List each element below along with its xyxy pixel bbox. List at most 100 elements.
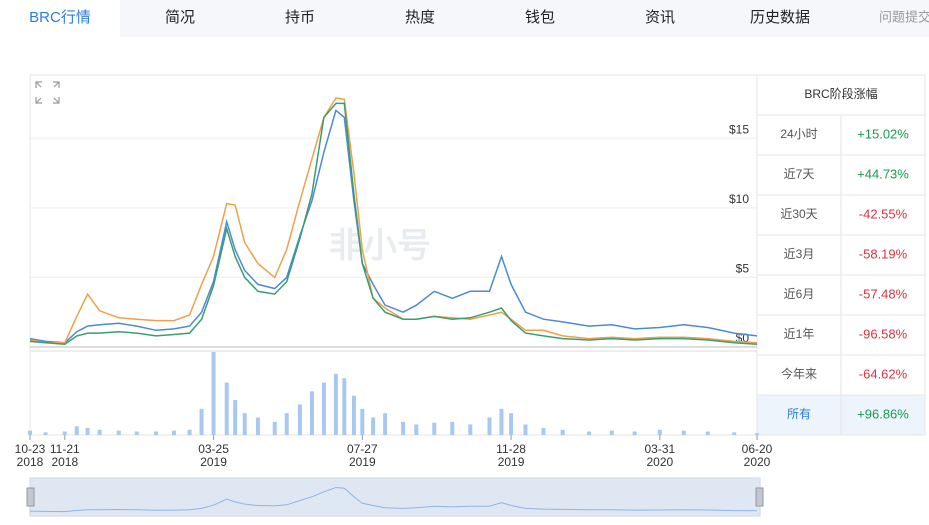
change-value: +15.02% (857, 126, 909, 141)
change-value: -64.62% (859, 366, 908, 381)
volume-bar (309, 391, 314, 435)
volume-bar (632, 431, 637, 435)
volume-bar (487, 417, 492, 435)
x-tick-label: 03-25 (198, 442, 229, 456)
period-label: 近3月 (784, 247, 815, 261)
volume-bar (211, 352, 216, 435)
tab[interactable]: 简况 (165, 9, 195, 26)
tab[interactable]: 历史数据 (750, 9, 810, 26)
volume-bar (85, 428, 90, 435)
volume-bar (224, 382, 229, 435)
period-label: 近7天 (784, 167, 815, 181)
volume-bar (199, 408, 204, 435)
volume-bar (414, 424, 419, 435)
tab[interactable]: BRC行情 (29, 9, 91, 26)
volume-bar (97, 429, 102, 435)
change-value: -96.58% (859, 326, 908, 341)
y-tick-label: $10 (729, 192, 749, 206)
volume-bar (681, 430, 686, 435)
tab[interactable]: 持币 (285, 9, 315, 26)
period-label: 近30天 (780, 207, 817, 221)
volume-bar (272, 421, 277, 435)
fullscreen-icon (35, 81, 60, 104)
change-value: -42.55% (859, 206, 908, 221)
volume-bar (609, 430, 614, 435)
volume-bar (62, 431, 67, 435)
change-value: +96.86% (857, 406, 909, 421)
x-tick-label: 03-31 (644, 442, 675, 456)
period-label: 今年来 (781, 366, 817, 381)
period-label: 近1年 (784, 327, 815, 341)
period-label[interactable]: 所有 (787, 407, 811, 421)
volume-bar (242, 413, 247, 435)
change-value: -57.48% (859, 286, 908, 301)
x-tick-label: 2019 (200, 455, 227, 469)
volume-bar (342, 378, 347, 435)
volume-bar (509, 413, 514, 435)
volume-bar (657, 429, 662, 435)
stats-table: BRC阶段涨幅 24小时 +15.02% 近7天 +44.73% 近30天 -42.55% 近… (756, 74, 926, 436)
y-tick-label: $15 (729, 122, 749, 136)
volume-bar (499, 408, 504, 435)
price-line (29, 109, 758, 344)
tab[interactable]: 资讯 (645, 9, 675, 26)
x-tick-label: 06-20 (742, 442, 773, 456)
volume-bar (187, 429, 192, 435)
navigator-line (29, 486, 758, 513)
volume-bar (732, 432, 737, 435)
volume-bar (755, 433, 759, 435)
volume-bar (432, 422, 437, 435)
navigator-handle[interactable] (26, 487, 35, 507)
tab[interactable]: 热度 (405, 9, 435, 26)
volume-bar (333, 373, 338, 435)
table-title: BRC阶段涨幅 (804, 86, 877, 101)
tab-bar (0, 0, 929, 37)
navigator-handle[interactable] (755, 487, 764, 507)
volume-bar (43, 432, 48, 435)
period-label: 24小时 (780, 127, 817, 141)
x-tick-label: 2019 (498, 455, 525, 469)
volume-bar (468, 424, 473, 435)
price-line (29, 97, 758, 344)
volume-bar (134, 431, 139, 435)
volume-bar (450, 421, 455, 435)
volume-bar (74, 426, 79, 435)
x-tick-label: 2018 (17, 455, 44, 469)
x-tick-label: 2020 (646, 455, 673, 469)
volume-bar (351, 395, 356, 435)
volume-bar (560, 429, 565, 435)
x-tick-label: 2020 (744, 455, 771, 469)
x-tick-label: 11-21 (50, 442, 80, 456)
volume-bar (171, 430, 176, 435)
table-header (756, 74, 926, 116)
price-line (29, 102, 758, 345)
volume-bar (705, 431, 710, 435)
volume-bar (153, 431, 158, 435)
volume-bar (587, 431, 592, 435)
tab[interactable]: 问题提交 (879, 9, 929, 24)
volume-bar (284, 413, 289, 435)
volume-bar (321, 382, 326, 435)
x-tick-label: 2018 (51, 455, 78, 469)
volume-bar (28, 430, 32, 435)
tab[interactable]: 钱包 (525, 9, 555, 26)
volume-bar (233, 400, 238, 435)
watermark: 非小号 (329, 227, 431, 265)
x-tick-label: 10-23 (15, 442, 46, 456)
change-value: +44.73% (857, 166, 909, 181)
volume-bar (116, 430, 121, 435)
active-tab-bg (0, 0, 120, 37)
period-label: 近6月 (784, 287, 815, 301)
volume-bar (541, 428, 546, 435)
volume-bar (401, 421, 406, 435)
x-tick-label: 2019 (349, 455, 376, 469)
x-tick-label: 07-27 (347, 442, 378, 456)
x-tick-label: 11-28 (496, 442, 526, 456)
volume-bar (383, 413, 388, 435)
volume-bar (523, 424, 528, 435)
volume-bar (360, 408, 365, 435)
volume-bar (255, 417, 260, 435)
volume-bar (371, 417, 376, 435)
